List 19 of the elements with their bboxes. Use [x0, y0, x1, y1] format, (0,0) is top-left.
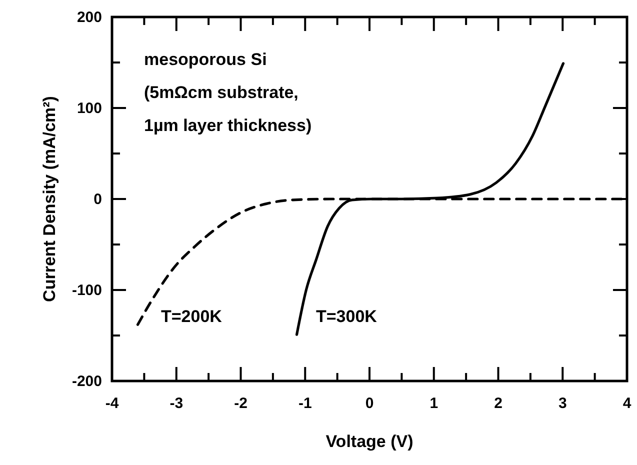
x-tick-label: 1	[430, 395, 438, 412]
y-tick-label: -100	[72, 282, 102, 299]
x-tick-label: -2	[234, 395, 248, 412]
x-tick-label: 4	[622, 395, 632, 412]
y-tick-label: 100	[76, 100, 102, 117]
x-tick-label: -3	[170, 395, 184, 412]
annotation: mesoporous Si (5mΩcm substrate, 1µm layer thickness)	[144, 50, 312, 135]
x-tick-label: 0	[365, 395, 374, 412]
y-tick-label: 200	[76, 9, 102, 26]
x-tick-label: -1	[298, 395, 312, 412]
y-axis-title: Current Density (mA/cm²)	[40, 96, 59, 302]
y-tick-label: -200	[72, 373, 102, 390]
annotation: T=300K	[316, 307, 378, 326]
x-tick-label: 2	[494, 395, 502, 412]
x-tick-label: -4	[105, 395, 120, 412]
y-tick-label: 0	[94, 191, 102, 208]
x-axis-title: Voltage (V)	[326, 432, 414, 451]
annotation: T=200K	[161, 307, 223, 326]
x-tick-label: 3	[558, 395, 567, 412]
